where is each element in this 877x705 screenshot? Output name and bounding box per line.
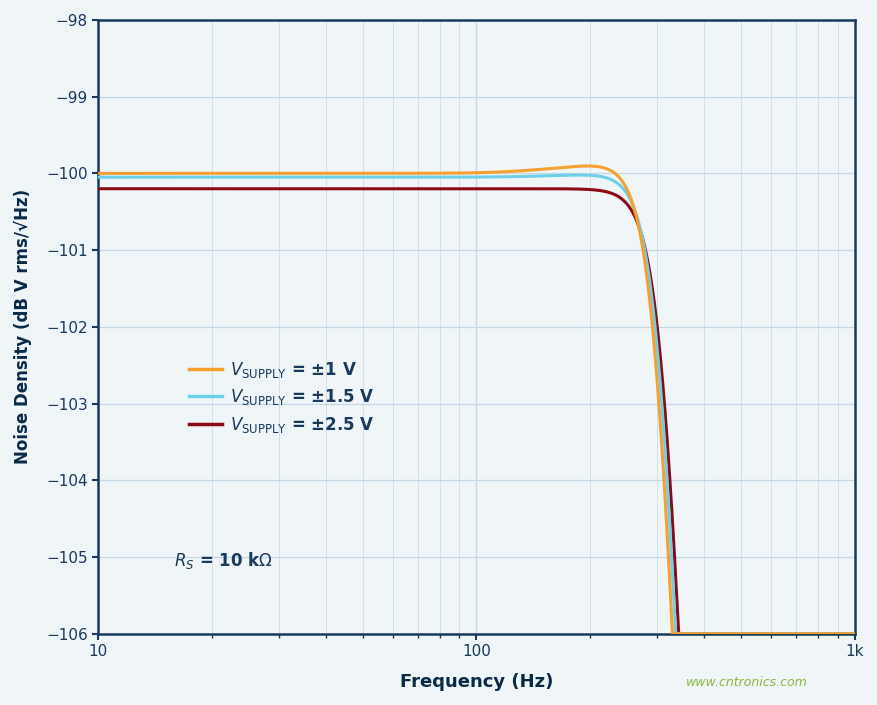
Text: www.cntronics.com: www.cntronics.com <box>685 677 807 689</box>
Legend: $V_{\mathsf{SUPPLY}}$ = ±1 V, $V_{\mathsf{SUPPLY}}$ = ±1.5 V, $V_{\mathsf{SUPPLY: $V_{\mathsf{SUPPLY}}$ = ±1 V, $V_{\maths… <box>182 353 381 441</box>
Y-axis label: Noise Density (dB V rms/√Hz): Noise Density (dB V rms/√Hz) <box>14 189 32 465</box>
Text: $R_S$ = 10 k$\Omega$: $R_S$ = 10 k$\Omega$ <box>174 551 273 571</box>
X-axis label: Frequency (Hz): Frequency (Hz) <box>399 673 553 691</box>
